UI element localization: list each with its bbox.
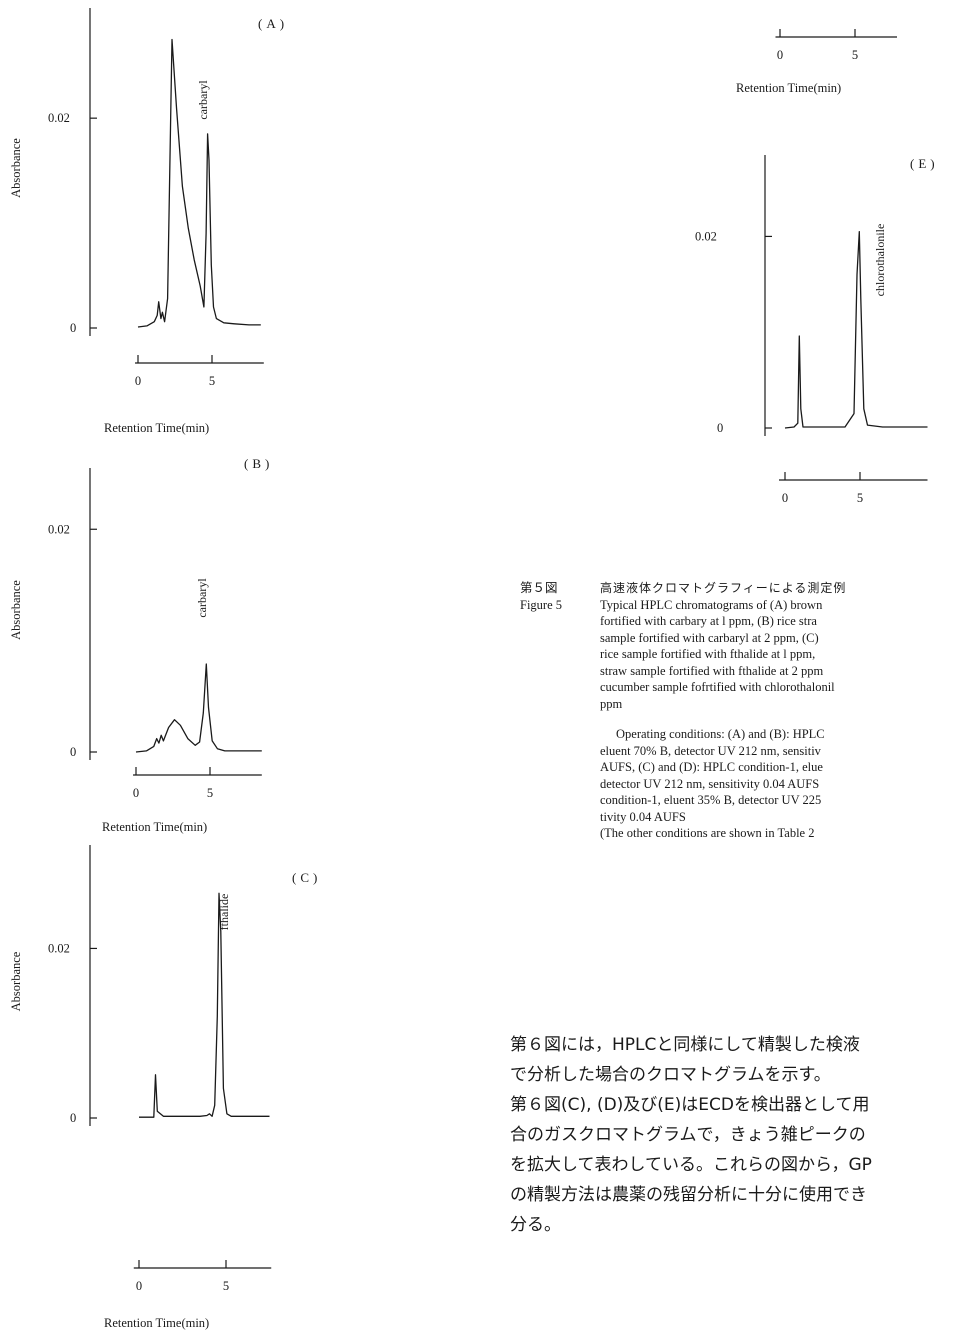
x-axis-label: Retention Time(min) bbox=[102, 820, 207, 834]
x-tick-label: 0 bbox=[136, 1279, 142, 1293]
caption-line: straw sample fortified with fthalide at … bbox=[600, 663, 824, 678]
panel-label: (B) bbox=[244, 456, 273, 471]
x-axis-label: Retention Time(min) bbox=[736, 81, 841, 95]
y-tick-label: 0.02 bbox=[48, 111, 70, 125]
body-text: 第６図には，HPLCと同様にして精製した検液 で分析した場合のクロマトグラムを示… bbox=[510, 1030, 963, 1240]
body-line: 合のガスクロマトグラムで，きょう雑ピークの bbox=[510, 1125, 866, 1145]
chromatogram-trace bbox=[784, 230, 928, 429]
chromatogram-panel: 0 0.02 (E) chlorothalonile 0 5 bbox=[695, 155, 939, 505]
operating-line: Operating conditions: (A) and (B): HPLC bbox=[616, 727, 825, 741]
body-line: を拡大して表わしている。これらの図から，GP bbox=[510, 1155, 872, 1175]
panel-label: (C) bbox=[292, 870, 321, 885]
panel-label: (E) bbox=[910, 156, 939, 171]
y-axis-label: Absorbance bbox=[9, 951, 23, 1011]
operating-line: AUFS, (C) and (D): HPLC condition-1, elu… bbox=[600, 760, 823, 774]
operating-line: detector UV 212 nm, sensitivity 0.04 AUF… bbox=[600, 776, 820, 791]
body-line: で分析した場合のクロマトグラムを示す。 bbox=[510, 1065, 831, 1085]
x-tick-label: 5 bbox=[209, 374, 215, 388]
peak-label: carbaryl bbox=[195, 578, 209, 618]
caption-label-ja: 第５図 bbox=[520, 581, 558, 595]
caption-line: sample fortified with carbaryl at 2 ppm,… bbox=[600, 630, 819, 645]
x-axis-label: Retention Time(min) bbox=[104, 1316, 209, 1330]
caption-label-en: Figure 5 bbox=[520, 597, 563, 612]
y-tick-label: 0 bbox=[70, 745, 76, 759]
peak-label: carbaryl bbox=[196, 80, 210, 120]
x-tick-label: 0 bbox=[135, 374, 141, 388]
caption-title-ja: 高速液体クロマトグラフィーによる測定例 bbox=[600, 581, 847, 595]
body-line: の精製方法は農薬の残留分析に十分に使用でき bbox=[510, 1185, 867, 1205]
caption-line: Typical HPLC chromatograms of (A) brown bbox=[600, 597, 823, 612]
y-tick-label: 0.02 bbox=[48, 941, 70, 955]
body-line: 第６図には，HPLCと同様にして精製した検液 bbox=[510, 1035, 860, 1055]
figure-caption: 第５図 高速液体クロマトグラフィーによる測定例 Figure 5 Typical… bbox=[520, 580, 963, 842]
panel-label: (A) bbox=[258, 16, 288, 31]
chromatogram-trace bbox=[137, 38, 261, 328]
chromatogram-trace bbox=[135, 663, 262, 753]
x-tick-label: 5 bbox=[857, 491, 863, 505]
caption-line: fortified with carbary at l ppm, (B) ric… bbox=[600, 614, 817, 628]
y-axis-label: Absorbance bbox=[9, 580, 23, 640]
body-line: 分る。 bbox=[510, 1215, 561, 1235]
peak-label: chlorothalonile bbox=[873, 224, 887, 297]
x-axis-label: Retention Time(min) bbox=[104, 421, 209, 435]
peak-label: fthalide bbox=[217, 894, 231, 931]
operating-line: (The other conditions are shown in Table… bbox=[600, 826, 815, 840]
x-tick-label: 0 bbox=[782, 491, 788, 505]
chromatogram-panel: 0 0.02 Absorbance (C) fthalide 0 5 Retention Ti… bbox=[9, 845, 321, 1330]
y-tick-label: 0 bbox=[717, 421, 723, 435]
caption-line: rice sample fortified with fthalide at l… bbox=[600, 647, 816, 661]
x-tick-label: 0 bbox=[777, 48, 783, 62]
chromatogram-panel: 0 5 Retention Time(min) bbox=[736, 29, 897, 95]
chromatogram-panel: 0 0.02 Absorbance (A) carbaryl 0 5 Retention Ti… bbox=[9, 8, 288, 435]
x-tick-label: 5 bbox=[852, 48, 858, 62]
y-tick-label: 0.02 bbox=[695, 229, 717, 243]
y-axis-label: Absorbance bbox=[9, 138, 23, 198]
body-line: 第６図(C), (D)及び(E)はECDを検出器として用 bbox=[510, 1095, 870, 1115]
y-tick-label: 0 bbox=[70, 1111, 76, 1125]
operating-line: tivity 0.04 AUFS bbox=[600, 809, 686, 824]
chromatogram-panel: 0 0.02 Absorbance (B) carbaryl 0 5 Retention Ti… bbox=[9, 456, 273, 834]
operating-line: condition-1, eluent 35% B, detector UV 2… bbox=[600, 793, 822, 807]
y-tick-label: 0.02 bbox=[48, 522, 70, 536]
x-tick-label: 5 bbox=[207, 786, 213, 800]
x-tick-label: 5 bbox=[223, 1279, 229, 1293]
y-tick-label: 0 bbox=[70, 321, 76, 335]
caption-line: cucumber sample fofrtified with chloroth… bbox=[600, 680, 835, 694]
chromatogram-trace bbox=[139, 892, 270, 1118]
x-tick-label: 0 bbox=[133, 786, 139, 800]
operating-line: eluent 70% B, detector UV 212 nm, sensit… bbox=[600, 743, 821, 758]
caption-line: ppm bbox=[600, 696, 623, 711]
